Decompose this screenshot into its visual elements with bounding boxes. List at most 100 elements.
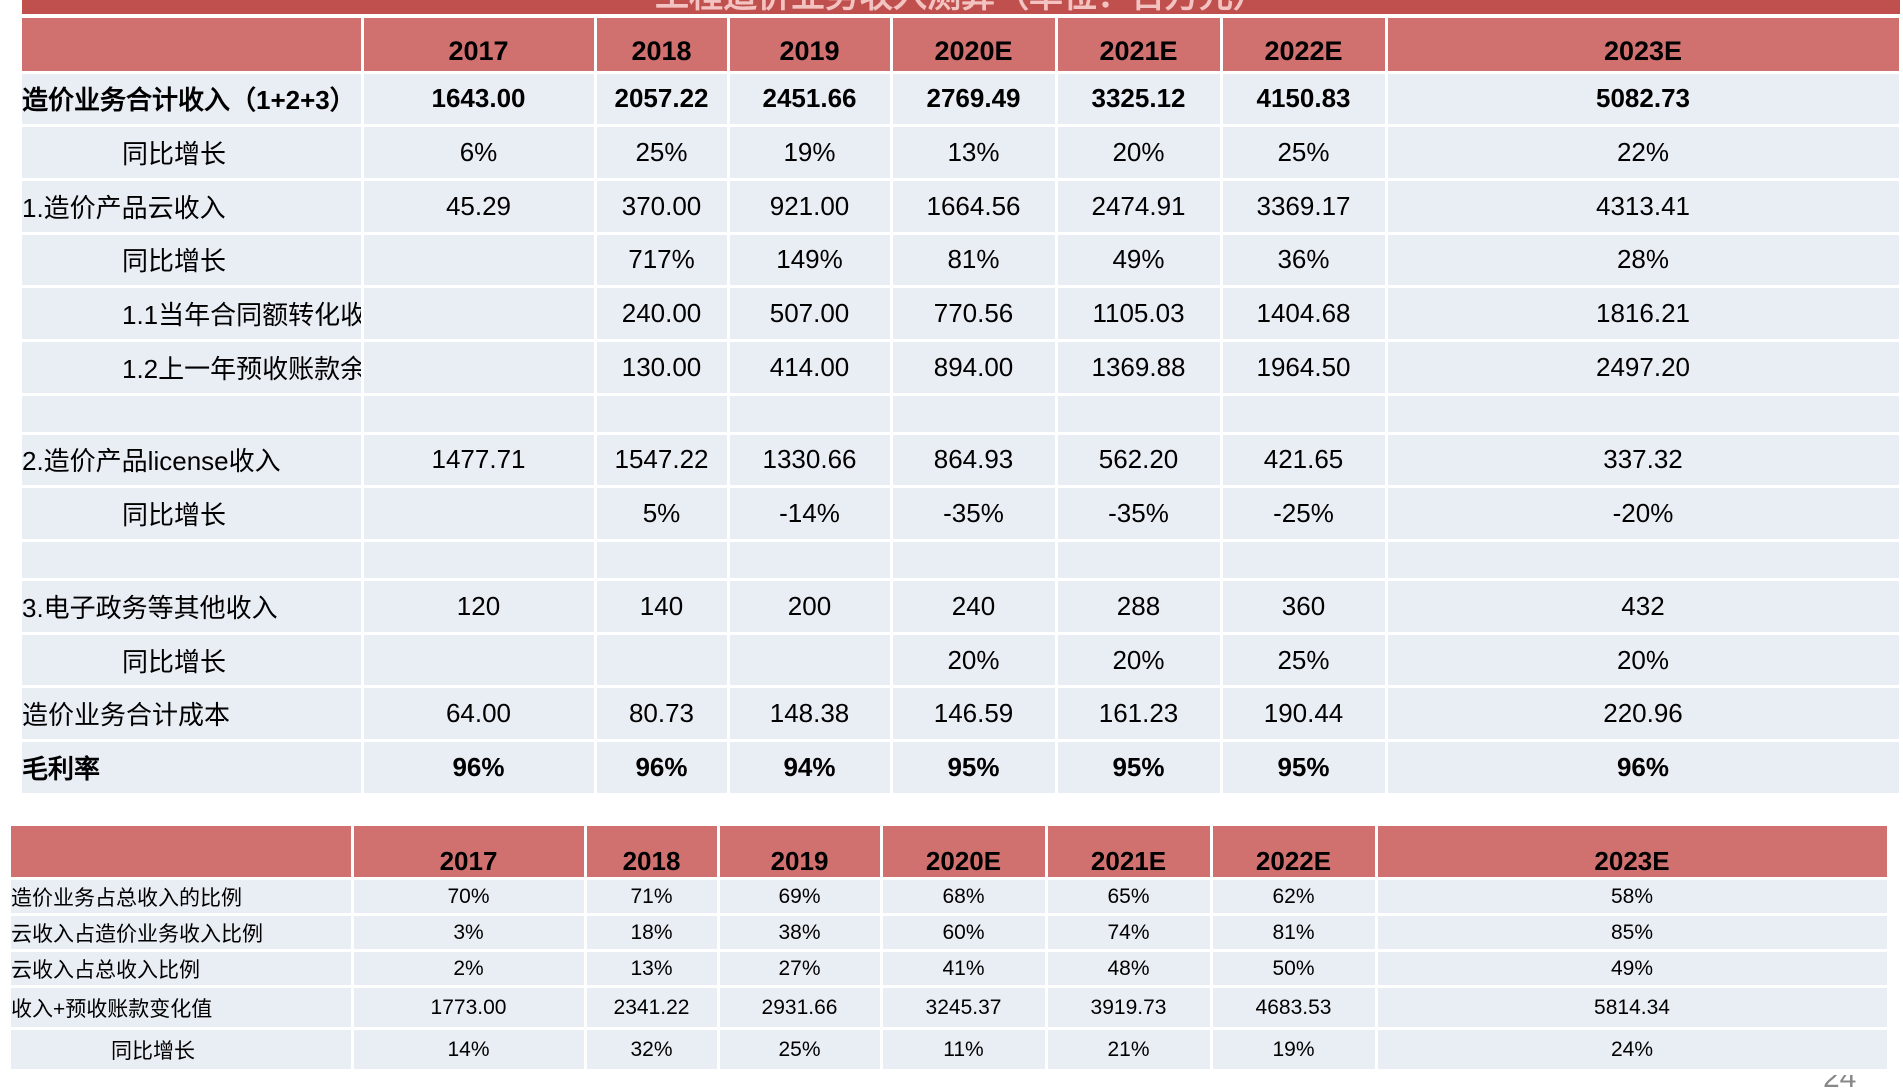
title-band: 工程造价业务收入测算（单位：百万元）: [22, 0, 1900, 14]
table-row: 1.1当年合同额转化收入 240.00507.00770.561105.03140…: [22, 286, 1902, 342]
table-cell: 414.00: [728, 340, 893, 396]
table-cell: 22%: [1386, 125, 1902, 181]
row-label: 2.造价产品license收入: [22, 433, 364, 489]
table-cell: 25%: [718, 1028, 883, 1072]
column-header: 2021E: [1056, 18, 1223, 74]
table-cell: 1773.00: [352, 986, 587, 1030]
table-cell: 2474.91: [1056, 179, 1223, 235]
table-cell: 41%: [881, 950, 1048, 988]
table-cell: -14%: [728, 486, 893, 542]
row-label: 1.造价产品云收入: [22, 179, 364, 235]
table-cell: 74%: [1046, 914, 1213, 952]
table-cell: 2497.20: [1386, 340, 1902, 396]
column-header: 2022E: [1221, 18, 1388, 74]
row-label: 云收入占总收入比例: [11, 950, 354, 988]
table-cell: [728, 633, 893, 689]
table-cell: 38%: [718, 914, 883, 952]
header-row: 2017 2018 2019 2020E 2021E 2022E 2023E: [11, 826, 1890, 880]
column-header: 2019: [728, 18, 893, 74]
table-cell: 49%: [1056, 233, 1223, 289]
table-cell: 1477.71: [362, 433, 597, 489]
table-cell: 20%: [1056, 125, 1223, 181]
column-header: 2020E: [881, 826, 1048, 880]
column-header: 2017: [362, 18, 597, 74]
table-row: 3.电子政务等其他收入 120 140 200 240 288 360 432: [22, 579, 1902, 635]
table-row: 1.造价产品云收入 45.29 370.00 921.00 1664.56 2474.91…: [22, 179, 1902, 235]
spacer-cell: [362, 394, 597, 435]
table-cell: 69%: [718, 878, 883, 916]
table-cell: 2769.49: [891, 72, 1058, 128]
table-row: 同比增长 6% 25% 19% 13% 20% 25% 22%: [22, 125, 1902, 181]
table-cell: 48%: [1046, 950, 1213, 988]
revenue-table: 2017 2018 2019 2020E 2021E 2022E 2023E 造价业务合计收入…: [22, 18, 1902, 796]
spacer-cell: [595, 394, 730, 435]
table-cell: 432: [1386, 579, 1902, 635]
table-cell: 95%: [1056, 740, 1223, 796]
table-row: 造价业务占总收入的比例 70% 71% 69% 68% 65% 62% 58%: [11, 878, 1890, 916]
table-cell: 70%: [352, 878, 587, 916]
table-cell: 49%: [1376, 950, 1890, 988]
table-cell: 50%: [1211, 950, 1378, 988]
spacer-cell: [1056, 540, 1223, 581]
table-cell: 64.00: [362, 686, 597, 743]
table-cell: 4150.83: [1221, 72, 1388, 128]
spacer-row: [22, 394, 1902, 435]
table-cell: 18%: [585, 914, 720, 952]
spacer-row: [22, 540, 1902, 581]
row-label: 同比增长: [22, 633, 364, 689]
table-cell: 921.00: [728, 179, 893, 235]
table-row: 2.造价产品license收入 1477.71 1547.22 1330.66 864.…: [22, 433, 1902, 489]
row-label: 造价业务合计收入（1+2+3）: [22, 72, 364, 128]
table-cell: 24%: [1376, 1028, 1890, 1072]
table-cell: 240.00: [595, 286, 730, 342]
table-cell: 3369.17: [1221, 179, 1388, 235]
column-header: 2018: [595, 18, 730, 74]
column-header: 2023E: [1376, 826, 1890, 880]
table-cell: 2341.22: [585, 986, 720, 1030]
table-cell: 3245.37: [881, 986, 1048, 1030]
column-header: 2017: [352, 826, 587, 880]
table-cell: 161.23: [1056, 686, 1223, 743]
column-header: 2023E: [1386, 18, 1902, 74]
spacer-cell: [891, 394, 1058, 435]
row-label: 造价业务占总收入的比例: [11, 878, 354, 916]
spacer-cell: [1221, 394, 1388, 435]
table-row: 云收入占造价业务收入比例 3% 18% 38% 60% 74% 81% 85%: [11, 914, 1890, 952]
table-cell: 240: [891, 579, 1058, 635]
row-label: 毛利率: [22, 740, 364, 796]
row-label: 1.2上一年预收账款余额转化为收入: [22, 340, 364, 396]
row-label: 3.电子政务等其他收入: [22, 579, 364, 635]
table-cell: 149%: [728, 233, 893, 289]
table-cell: 28%: [1386, 233, 1902, 289]
page-number: 24: [1823, 1075, 1863, 1089]
table-cell: 421.65: [1221, 433, 1388, 489]
table-cell: 6%: [362, 125, 597, 181]
table-cell: [362, 633, 597, 689]
table-cell: 1816.21: [1386, 286, 1902, 342]
table-cell: 2451.66: [728, 72, 893, 128]
table-cell: 1105.03: [1056, 286, 1223, 342]
table-cell: 19%: [1211, 1028, 1378, 1072]
table-cell: 68%: [881, 878, 1048, 916]
table-row: 同比增长 5% -14% -35% -35% -25% -20%: [22, 486, 1902, 542]
table-cell: 1330.66: [728, 433, 893, 489]
table-cell: -35%: [1056, 486, 1223, 542]
table-cell: 3%: [352, 914, 587, 952]
table-cell: [362, 486, 597, 542]
table-cell: 1664.56: [891, 179, 1058, 235]
table-cell: 13%: [585, 950, 720, 988]
table-cell: 85%: [1376, 914, 1890, 952]
table-cell: 2%: [352, 950, 587, 988]
row-label: 同比增长: [22, 125, 364, 181]
spacer-cell: [22, 394, 364, 435]
row-label: 同比增长: [22, 486, 364, 542]
table-cell: 220.96: [1386, 686, 1902, 743]
table-cell: 5%: [595, 486, 730, 542]
table-cell: 717%: [595, 233, 730, 289]
table-row: 收入+预收账款变化值 1773.00 2341.22 2931.66 3245.37 39…: [11, 986, 1890, 1030]
table-row: 造价业务合计收入（1+2+3） 1643.00 2057.22 2451.66 2769…: [22, 72, 1902, 128]
table-cell: 130.00: [595, 340, 730, 396]
table-cell: 1964.50: [1221, 340, 1388, 396]
table-row: 1.2上一年预收账款余额转化为收入 130.00414.00894.001369.…: [22, 340, 1902, 396]
column-header: 2018: [585, 826, 720, 880]
